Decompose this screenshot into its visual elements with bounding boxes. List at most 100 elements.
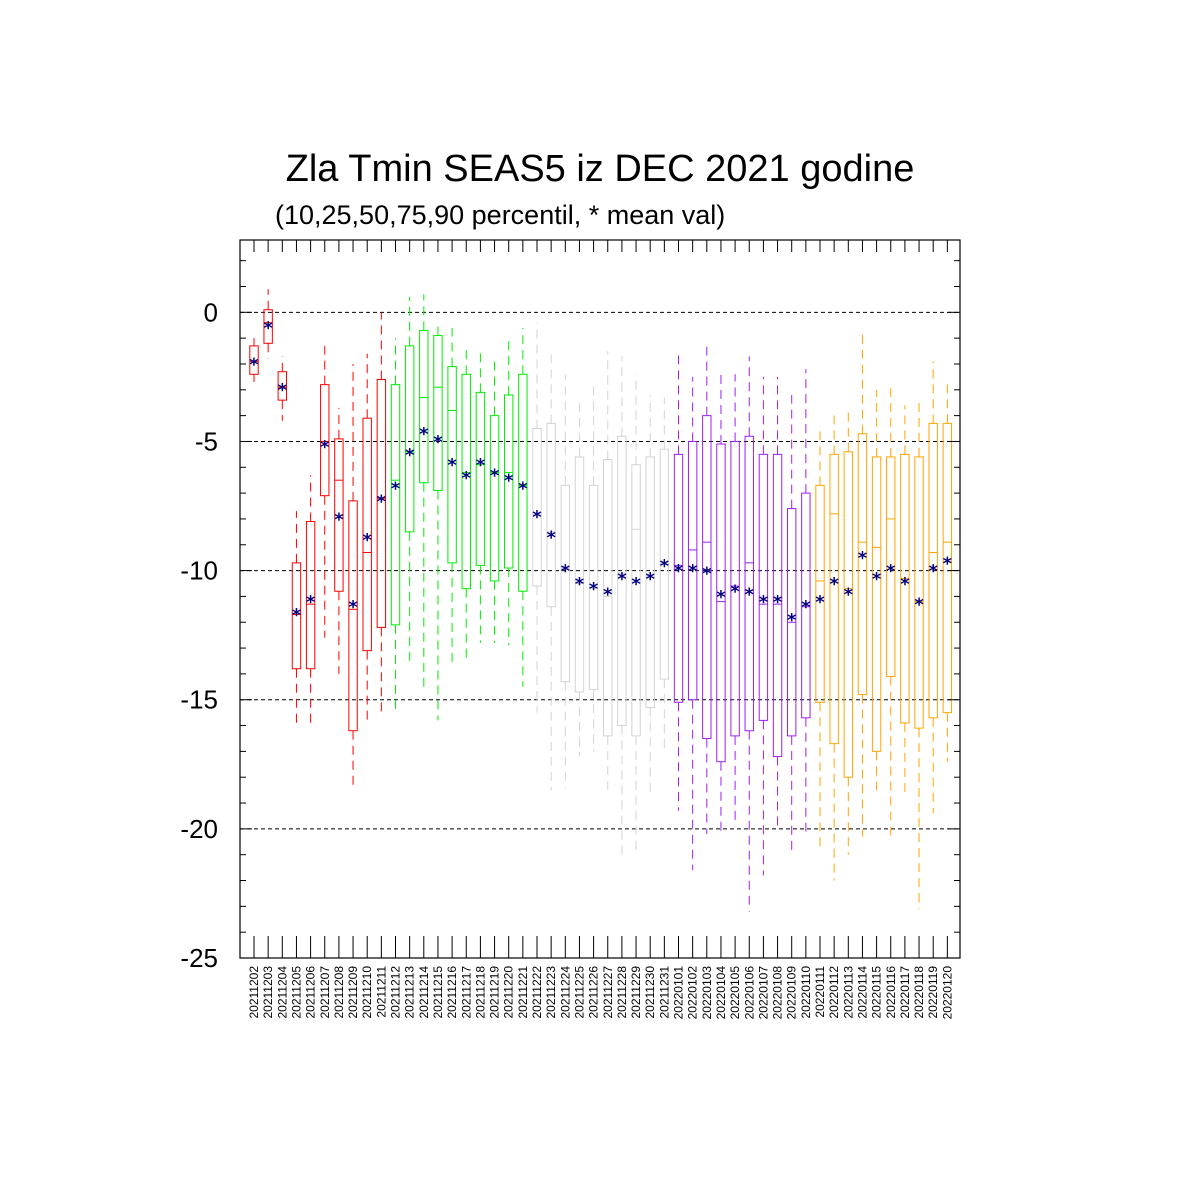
x-tick-label: 20211207 (318, 966, 332, 1019)
iqr-box (574, 456, 585, 693)
box-20220107 (758, 376, 769, 876)
x-tick-label: 20211210 (360, 966, 374, 1019)
iqr-box (928, 422, 938, 719)
box-20220106 (744, 356, 754, 912)
box-20211230 (645, 394, 655, 798)
box-20220114 (857, 332, 868, 837)
box-20220116 (886, 384, 896, 837)
mean-marker: * (716, 587, 726, 608)
x-axis: 20211202 20211203 20211204 20211205 20211206… (247, 240, 954, 1019)
box-20211228 (617, 356, 627, 855)
mean-marker: * (278, 380, 288, 401)
mean-marker: * (433, 432, 443, 453)
mean-marker: * (532, 507, 542, 528)
x-tick-label: 20211206 (304, 966, 318, 1019)
x-tick-label: 20211218 (473, 966, 487, 1019)
x-tick-label: 20211227 (601, 966, 615, 1019)
x-tick-label: 20211229 (629, 966, 643, 1019)
box-20211210 (362, 353, 372, 726)
box-20211219 (489, 358, 500, 643)
x-tick-label: 20220114 (855, 966, 869, 1019)
x-tick-label: 20220117 (898, 966, 912, 1019)
mean-marker: * (660, 556, 670, 577)
mean-marker: * (546, 527, 556, 548)
mean-marker: * (617, 569, 627, 590)
x-tick-label: 20211215 (431, 966, 445, 1019)
box-20211215 (433, 322, 443, 721)
mean-marker: * (490, 465, 500, 486)
x-tick-label: 20211211 (374, 966, 388, 1018)
box-20211209 (348, 363, 358, 791)
mean-marker: * (688, 561, 698, 582)
mean-marker: * (603, 584, 613, 605)
iqr-box (475, 391, 486, 566)
iqr-box (504, 394, 514, 569)
box-20211211 (376, 312, 387, 716)
iqr-box (631, 464, 641, 737)
iqr-box (518, 373, 528, 592)
iqr-box (617, 435, 627, 727)
y-tick-label: 0 (204, 297, 218, 327)
box-20211216 (447, 327, 457, 664)
iqr-box (532, 428, 542, 587)
box-20211204 (277, 356, 288, 421)
iqr-box (603, 459, 613, 737)
box-20220103 (702, 343, 712, 835)
mean-marker: * (645, 569, 655, 590)
x-tick-label: 20220101 (672, 966, 686, 1020)
mean-marker: * (476, 455, 486, 476)
iqr-box (730, 440, 740, 737)
x-tick-label: 20220111 (813, 966, 827, 1018)
iqr-box (659, 448, 670, 680)
box-20220112 (829, 413, 839, 881)
x-tick-label: 20220107 (756, 966, 770, 1020)
x-tick-label: 20220118 (912, 966, 926, 1019)
x-tick-label: 20220112 (827, 966, 841, 1019)
iqr-box (687, 440, 698, 701)
mean-marker: * (801, 597, 811, 618)
mean-marker: * (631, 574, 641, 595)
iqr-box (249, 345, 259, 375)
y-axis: 0 -5 -10 -15 -20 -25 (180, 260, 960, 973)
x-tick-label: 20220116 (884, 966, 898, 1019)
box-20220102 (687, 376, 698, 871)
iqr-box (871, 456, 882, 752)
iqr-box (645, 456, 655, 708)
iqr-box (815, 484, 825, 703)
box-20220101 (673, 351, 684, 811)
box-layer (249, 289, 953, 912)
x-tick-label: 20220119 (926, 966, 940, 1019)
x-tick-label: 20211213 (403, 966, 417, 1019)
iqr-box (772, 453, 783, 758)
grid-layer (240, 311, 960, 830)
x-tick-label: 20211205 (289, 966, 303, 1019)
x-tick-label: 20211222 (530, 966, 544, 1019)
mean-marker: * (914, 595, 924, 616)
mean-marker: * (405, 445, 415, 466)
chart-title: Zla Tmin SEAS5 iz DEC 2021 godine (285, 148, 915, 190)
iqr-box (291, 562, 302, 670)
box-20211226 (588, 382, 599, 752)
x-tick-label: 20211208 (332, 966, 346, 1019)
box-20211212 (390, 338, 401, 713)
iqr-box (829, 453, 839, 745)
mean-marker: * (504, 471, 514, 492)
iqr-box (404, 345, 415, 533)
mean-marker: * (334, 509, 344, 530)
box-20220110 (801, 369, 811, 832)
iqr-box (801, 492, 811, 719)
x-tick-label: 20211223 (544, 966, 558, 1019)
box-20211206 (305, 475, 316, 729)
mean-marker: * (362, 530, 372, 551)
mean-marker: * (419, 424, 429, 445)
box-20211213 (404, 296, 415, 667)
iqr-box (277, 371, 288, 401)
iqr-box (489, 415, 500, 582)
iqr-box (716, 443, 726, 763)
iqr-box (673, 453, 684, 703)
iqr-box (588, 484, 599, 690)
box-20211208 (334, 407, 344, 674)
mean-marker: * (391, 478, 401, 499)
iqr-box (758, 453, 769, 721)
mean-marker: * (462, 468, 472, 489)
